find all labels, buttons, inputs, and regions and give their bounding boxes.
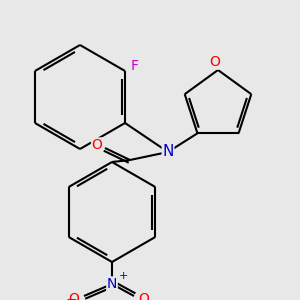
Text: +: + bbox=[119, 271, 128, 281]
Text: F: F bbox=[131, 59, 139, 73]
Text: O: O bbox=[210, 55, 220, 69]
Text: −: − bbox=[66, 293, 78, 300]
Text: O: O bbox=[92, 138, 102, 152]
Text: N: N bbox=[107, 277, 117, 291]
Text: O: O bbox=[69, 292, 80, 300]
Text: O: O bbox=[139, 292, 149, 300]
Text: N: N bbox=[162, 145, 174, 160]
